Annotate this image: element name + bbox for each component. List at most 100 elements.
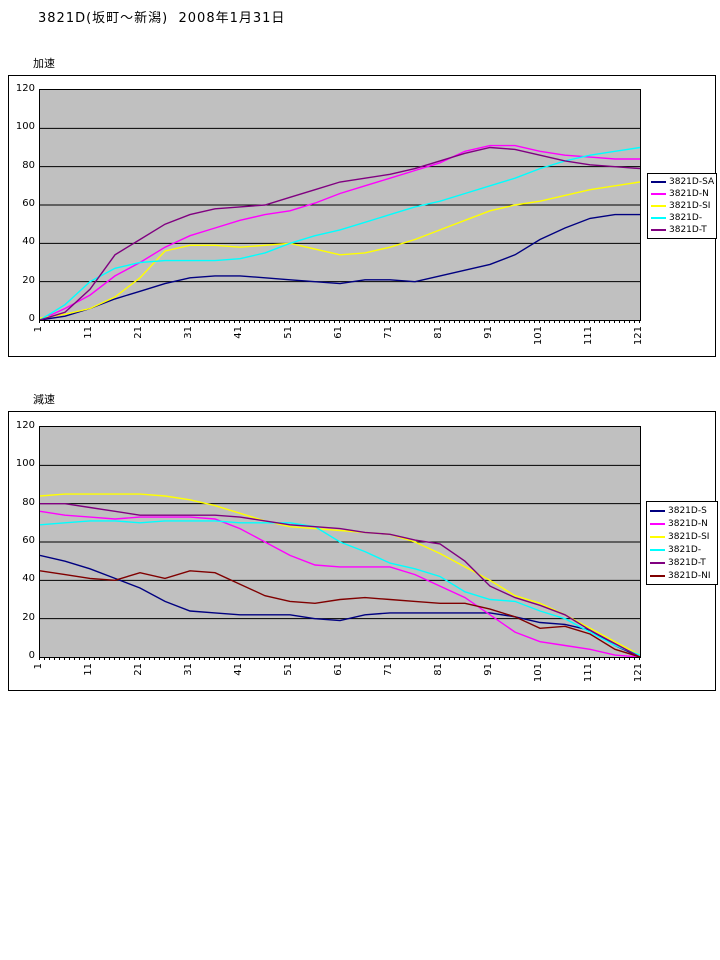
legend-line-swatch — [650, 574, 665, 577]
x-tick-label: 71 — [383, 663, 394, 676]
page-title: 3821D(坂町～新潟) 2008年1月31日 — [38, 11, 286, 26]
legend-line-swatch — [651, 193, 666, 195]
x-axis-ticks — [39, 657, 640, 660]
legend-label: 3821D- — [668, 544, 702, 555]
legend-label: 3821D-SI — [668, 531, 710, 542]
plot-area-decel[interactable] — [39, 426, 641, 658]
series-line-3821D-SI[interactable] — [40, 181, 640, 319]
x-tick-label: 1 — [33, 326, 44, 333]
legend-line-swatch — [651, 205, 666, 207]
x-axis-labels: 1 11 21 31 41 51 61 71 81 91 101 111 121 — [33, 663, 644, 691]
chart-decel[interactable]: 120 100 80 60 40 20 0 1 11 21 31 41 51 61 71 81 91 101 11… — [8, 411, 718, 691]
x-axis-labels: 1 11 21 31 41 51 61 71 81 91 101 111 121 — [33, 326, 644, 354]
x-tick-label: 41 — [233, 663, 244, 676]
y-tick-label: 60 — [22, 198, 35, 209]
y-tick-label: 40 — [22, 236, 35, 248]
x-tick-label: 51 — [283, 326, 294, 339]
y-tick-label: 0 — [28, 650, 35, 661]
x-tick-label: 61 — [333, 326, 344, 339]
x-tick-label: 101 — [533, 663, 544, 683]
x-tick-label: 1 — [33, 663, 44, 670]
x-tick-label: 81 — [433, 663, 444, 676]
x-tick-label: 11 — [83, 326, 94, 339]
y-tick-label: 40 — [22, 573, 35, 585]
plot-svg-accel — [40, 127, 640, 321]
series-line-3821D-N[interactable] — [40, 510, 640, 657]
x-axis-ticks — [39, 320, 640, 323]
x-tick-label: 111 — [583, 663, 594, 683]
legend-accel[interactable]: 3821D-SA 3821D-N 3821D-SI 3821D- 3821D-T — [647, 173, 717, 239]
legend-label: 3821D-NI — [668, 570, 711, 581]
legend-label: 3821D- — [669, 213, 703, 223]
x-tick-label: 31 — [183, 326, 194, 339]
legend-item-3821D-SI[interactable]: 3821D-SI — [649, 201, 715, 211]
y-tick-label: 100 — [15, 121, 35, 133]
y-tick-label: 120 — [15, 420, 35, 431]
series-line-3821D-[interactable] — [40, 146, 640, 321]
series-line-3821D-SA[interactable] — [40, 213, 640, 320]
legend-line-swatch — [650, 522, 665, 525]
x-tick-label: 121 — [633, 663, 644, 683]
x-tick-label: 101 — [533, 326, 544, 346]
legend-item-3821D-T[interactable]: 3821D-T — [649, 225, 715, 235]
x-tick-label: 31 — [183, 663, 194, 676]
legend-decel[interactable]: 3821D-S 3821D-N 3821D-SI 3821D- 3821D-T 3821D… — [646, 501, 718, 585]
x-tick-label: 21 — [133, 326, 144, 339]
x-tick-label: 21 — [133, 663, 144, 676]
legend-line-swatch — [651, 181, 666, 183]
series-line-3821D-T[interactable] — [40, 146, 640, 321]
legend-line-swatch — [651, 217, 666, 219]
series-line-3821D-S[interactable] — [40, 554, 640, 657]
x-tick-label: 91 — [483, 326, 494, 339]
x-tick-label: 71 — [383, 326, 394, 339]
series-line-3821D-SI[interactable] — [40, 493, 640, 656]
y-tick-label: 80 — [22, 159, 35, 171]
legend-label: 3821D-S — [668, 505, 707, 516]
legend-item-3821D-T[interactable]: 3821D-T — [648, 558, 716, 568]
plot-area-accel[interactable] — [39, 89, 641, 321]
legend-line-swatch — [650, 509, 665, 512]
legend-item-3821D-N[interactable]: 3821D-N — [648, 519, 716, 529]
y-tick-label: 60 — [22, 535, 35, 546]
legend-line-swatch — [650, 548, 665, 551]
x-tick-label: 81 — [433, 326, 444, 339]
legend-line-swatch — [651, 229, 666, 231]
chart-label-accel: 加速 — [33, 57, 55, 70]
y-tick-label: 120 — [15, 83, 35, 94]
x-tick-label: 51 — [283, 663, 294, 676]
series-line-3821D-NI[interactable] — [40, 570, 640, 657]
legend-label: 3821D-SI — [669, 201, 711, 211]
legend-line-swatch — [650, 561, 665, 564]
y-axis-labels: 120 100 80 60 40 20 0 — [11, 420, 37, 661]
series-line-3821D-T[interactable] — [40, 502, 640, 657]
legend-label: 3821D-N — [669, 189, 709, 199]
y-axis-labels: 120 100 80 60 40 20 0 — [11, 83, 37, 324]
chart-accel[interactable]: 120 100 80 60 40 20 0 1 11 21 31 41 51 61 71 81 91 101 11… — [8, 75, 717, 357]
legend-label: 3821D-T — [668, 557, 706, 568]
y-tick-label: 20 — [22, 611, 35, 623]
x-tick-label: 121 — [633, 326, 644, 346]
y-tick-label: 0 — [28, 313, 35, 324]
legend-item-3821D-SI[interactable]: 3821D-SI — [648, 532, 716, 542]
x-tick-label: 111 — [583, 326, 594, 346]
legend-item-3821D-NI[interactable]: 3821D-NI — [648, 571, 716, 581]
plot-svg-decel — [40, 464, 640, 657]
x-tick-label: 91 — [483, 663, 494, 676]
legend-item-3821D-[interactable]: 3821D- — [649, 213, 715, 223]
y-tick-label: 100 — [15, 458, 35, 470]
legend-item-3821D-S[interactable]: 3821D-S — [648, 506, 716, 516]
legend-item-3821D-N[interactable]: 3821D-N — [649, 189, 715, 199]
legend-item-3821D-[interactable]: 3821D- — [648, 545, 716, 555]
legend-item-3821D-SA[interactable]: 3821D-SA — [649, 177, 715, 187]
series-line-3821D-[interactable] — [40, 520, 640, 656]
x-tick-label: 61 — [333, 663, 344, 676]
x-tick-label: 11 — [83, 663, 94, 676]
legend-line-swatch — [650, 535, 665, 538]
legend-label: 3821D-T — [669, 225, 707, 235]
y-tick-label: 80 — [22, 496, 35, 508]
chart-label-decel: 減速 — [33, 393, 55, 406]
y-tick-label: 20 — [22, 274, 35, 286]
legend-label: 3821D-SA — [669, 177, 715, 187]
legend-label: 3821D-N — [668, 518, 708, 529]
